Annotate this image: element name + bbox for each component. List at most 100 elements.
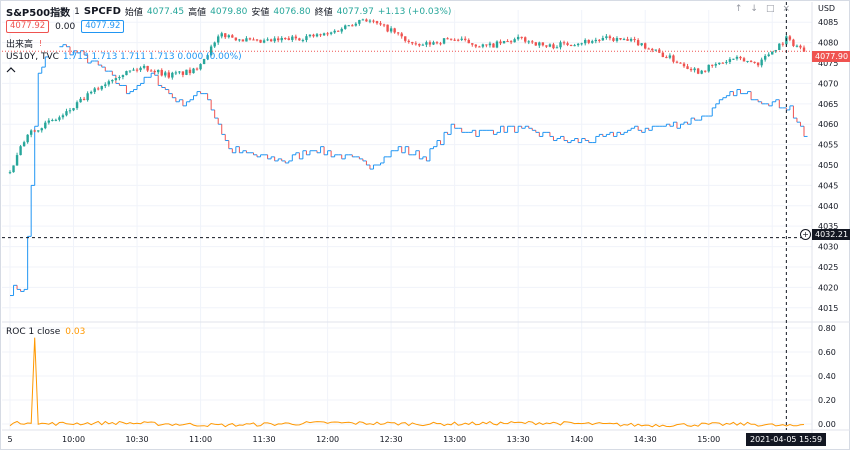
x-tick-label: 5 [7, 435, 12, 444]
close-icon[interactable]: × [782, 4, 790, 14]
y-tick-label: 4065 [818, 100, 838, 109]
candle-body [492, 43, 495, 48]
symbol-name[interactable]: S&P500指数 [6, 8, 71, 19]
candle-body [382, 24, 386, 26]
candle-body [97, 88, 100, 90]
candle-body [86, 93, 89, 101]
candle-body [135, 69, 139, 71]
candle-body [598, 39, 601, 41]
candle-body [456, 39, 460, 41]
candle-body [721, 62, 725, 64]
x-tick-label: 10:00 [62, 435, 85, 444]
candle-body [647, 48, 650, 50]
candle-body [19, 146, 22, 156]
candle-body [54, 119, 58, 121]
last-price-tag: 4077.90 [812, 51, 850, 62]
candle-body [255, 39, 259, 41]
candle-body [93, 88, 96, 92]
candle-body [566, 43, 569, 45]
candle-body [375, 21, 379, 24]
candle-body [15, 155, 19, 166]
candle-body [552, 44, 555, 49]
candle-body [273, 38, 276, 42]
currency-label[interactable]: USD [818, 4, 836, 13]
candle-body [506, 40, 509, 42]
candle-body [672, 55, 675, 62]
candle-body [269, 39, 273, 42]
pane-controls: ↑ ↓ □ × [735, 4, 790, 14]
candle-body [474, 44, 478, 47]
candle-body [520, 36, 523, 38]
candle-body [594, 39, 597, 42]
candle-body [467, 39, 470, 44]
candle-body [601, 38, 605, 41]
main-price-tag[interactable]: 4077.92 [6, 20, 50, 33]
candle-body [615, 38, 619, 41]
compare-legend: US10Y, TVC 1.713 1.713 1.711 1.713 0.000… [6, 52, 242, 62]
candle-body [160, 69, 163, 76]
candle-body [118, 76, 121, 79]
candle-body [386, 24, 389, 32]
candle-body [555, 47, 559, 49]
x-tick-label: 13:00 [443, 435, 466, 444]
x-tick-label: 12:30 [380, 435, 403, 444]
candle-body [435, 42, 439, 44]
candle-body [425, 42, 428, 45]
candle-body [220, 33, 223, 37]
maximize-icon[interactable]: □ [765, 4, 775, 14]
x-tick-label: 13:30 [507, 435, 530, 444]
candle-body [421, 44, 425, 46]
candle-body [400, 33, 403, 37]
candle-body [449, 38, 453, 40]
x-tick-label: 14:30 [634, 435, 657, 444]
arrow-up-icon[interactable]: ↑ [734, 4, 743, 14]
candle-body [125, 71, 128, 76]
candle-body [326, 33, 329, 35]
candle-body [100, 86, 103, 90]
arrow-down-icon[interactable]: ↓ [750, 4, 758, 14]
candle-body [393, 28, 396, 33]
interval[interactable]: 1 [74, 6, 80, 17]
candle-body [562, 42, 566, 44]
candle-body [305, 36, 308, 41]
collapse-legend-button[interactable] [6, 66, 16, 77]
candle-body [157, 69, 160, 73]
candle-body [703, 70, 707, 72]
candle-body [358, 20, 361, 24]
compare-price-tag[interactable]: 4077.92 [81, 20, 125, 33]
candle-body [195, 68, 199, 70]
candle-body [559, 42, 562, 48]
candle-body [573, 45, 576, 47]
candle-body [276, 38, 280, 41]
candle-body [693, 68, 696, 71]
x-tick-label: 14:00 [570, 435, 593, 444]
candle-body [68, 110, 72, 112]
plus-icon[interactable]: + [800, 229, 811, 240]
candle-body [608, 36, 612, 39]
candle-body [612, 38, 615, 41]
candle-body [788, 36, 792, 40]
candle-body [132, 69, 135, 71]
candle-body [142, 65, 146, 68]
chevron-up-icon[interactable] [6, 66, 16, 74]
candle-body [404, 36, 407, 41]
volume-label[interactable]: 出来高 [6, 40, 34, 50]
compare-symbol[interactable]: US10Y, TVC [6, 52, 59, 62]
candle-body [149, 70, 153, 72]
candle-body [531, 41, 534, 43]
open-label: 始値 [124, 8, 143, 18]
y-tick-label: 4025 [818, 263, 838, 272]
candle-body [626, 39, 629, 41]
candle-body [72, 108, 75, 111]
candle-body [516, 36, 520, 40]
candle-body [65, 111, 68, 116]
alert-icon[interactable]: ! [39, 39, 43, 48]
candle-body [308, 34, 312, 37]
candle-body [29, 130, 33, 135]
roc-label[interactable]: ROC 1 close [6, 327, 61, 337]
low-label: 安値 [251, 8, 270, 18]
candle-body [202, 58, 206, 65]
roc-value: 0.03 [65, 327, 86, 337]
open-value: 4077.45 [146, 6, 185, 17]
